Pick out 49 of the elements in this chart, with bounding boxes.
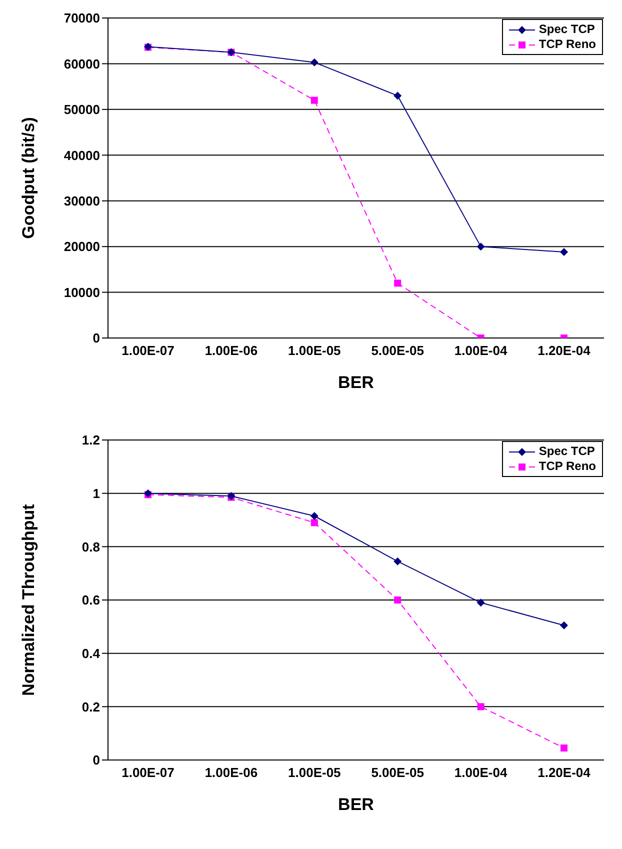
y-tick-label: 60000	[64, 56, 100, 72]
point	[476, 598, 485, 607]
y-axis-title: Normalized Throughput	[19, 504, 38, 696]
y-axis-title: Goodput (bit/s)	[19, 117, 38, 239]
x-tick-label: 1.00E-05	[288, 343, 341, 358]
point	[560, 248, 568, 256]
y-tick-label: 40000	[64, 148, 100, 163]
y-tick-label: 0.8	[82, 539, 100, 554]
point	[477, 703, 484, 710]
legend-label: Spec TCP	[538, 444, 595, 459]
y-tick-label: 1	[92, 486, 100, 501]
x-tick-label: 1.00E-06	[204, 343, 258, 358]
point	[394, 280, 402, 287]
x-tick-label: 1.00E-07	[122, 343, 174, 358]
point	[560, 621, 568, 630]
y-tick-label: 10000	[64, 284, 100, 300]
y-tick-label: 20000	[64, 239, 100, 254]
legend-label: TCP Reno	[538, 37, 596, 52]
x-tick-label: 1.00E-05	[288, 765, 341, 780]
point	[394, 92, 402, 100]
x-tick-label: 1.00E-04	[454, 765, 508, 780]
point	[310, 512, 318, 520]
point	[310, 519, 318, 526]
x-axis-title: BER	[338, 795, 374, 814]
y-tick-label: 30000	[64, 193, 100, 208]
legend-label: TCP Reno	[538, 459, 596, 474]
y-tick-label: 50000	[64, 102, 100, 118]
x-tick-label: 1.20E-04	[538, 343, 592, 358]
y-tick-label: 0.6	[82, 592, 100, 608]
y-tick-label: 0	[92, 330, 100, 346]
y-tick-label: 0	[92, 752, 100, 768]
legend-label: Spec TCP	[538, 22, 595, 37]
point	[310, 58, 318, 66]
y-tick-label: 0.4	[82, 646, 101, 661]
x-axis-title: BER	[338, 373, 374, 392]
y-tick-label: 70000	[64, 10, 100, 26]
point	[394, 557, 402, 566]
x-tick-label: 1.00E-04	[454, 343, 508, 358]
point	[394, 596, 402, 604]
x-tick-label: 5.00E-05	[371, 765, 424, 780]
x-tick-label: 1.00E-06	[204, 765, 258, 780]
x-tick-label: 1.20E-04	[538, 765, 592, 780]
y-tick-label: 0.2	[82, 699, 100, 714]
point	[560, 744, 568, 752]
x-tick-label: 5.00E-05	[371, 343, 424, 358]
y-tick-label: 1.2	[82, 432, 100, 448]
point	[476, 242, 485, 251]
point	[310, 96, 318, 104]
x-tick-label: 1.00E-07	[122, 765, 174, 780]
